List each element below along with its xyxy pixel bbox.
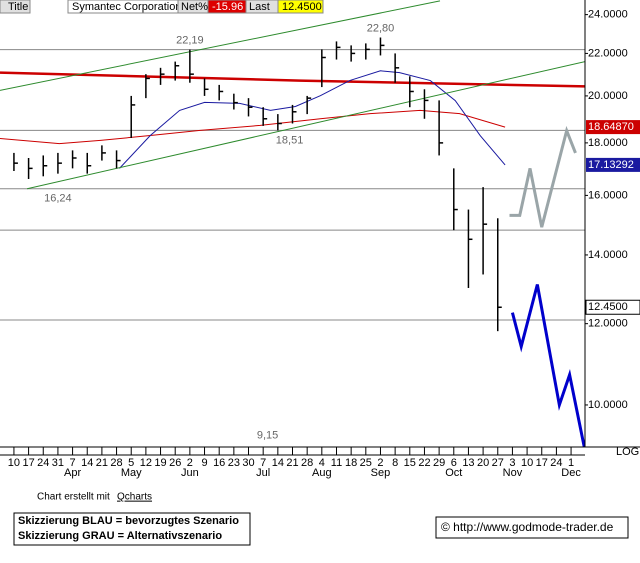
url-box [435, 516, 629, 539]
x-tick-label: 24 [550, 457, 562, 469]
x-tick-label: 11 [331, 457, 342, 469]
x-tick-label: 7 [260, 457, 266, 469]
header-title: Title [8, 1, 28, 13]
y-tick-label: 18.0000 [588, 137, 628, 149]
x-tick-label: 10 [521, 457, 533, 469]
x-tick-label: 10 [8, 457, 20, 469]
x-tick-label: 29 [433, 457, 445, 469]
x-tick-label: 20 [477, 457, 489, 469]
x-tick-label: 19 [154, 457, 166, 469]
x-tick-label: 4 [319, 457, 325, 469]
credit: Chart erstellt mit [37, 492, 110, 503]
annotation: 18,51 [276, 134, 304, 146]
header-last-value: 12.4500 [282, 1, 322, 13]
header-title-box [0, 0, 31, 14]
last-close-label: 12.4500 [588, 301, 628, 313]
annotation: 22,19 [176, 34, 204, 46]
x-tick-label: 28 [110, 457, 122, 469]
month-label: Apr [64, 467, 81, 479]
x-tick-label: 31 [52, 457, 64, 469]
end-label-box [586, 120, 640, 135]
legend-gray: Skizzierung GRAU = Alternativszenario [18, 530, 222, 542]
x-tick-label: 2 [377, 457, 383, 469]
x-tick-label: 21 [96, 457, 108, 469]
line [27, 61, 585, 190]
x-tick-label: 15 [404, 457, 416, 469]
y-tick-label: 22.0000 [588, 47, 628, 59]
month-label: Nov [503, 467, 523, 479]
y-tick-label: 24.0000 [588, 9, 628, 21]
header-net-label: Net% [181, 1, 208, 13]
line [0, 71, 585, 88]
month-label: Sep [371, 467, 391, 479]
month-label: Aug [312, 467, 332, 479]
line [0, 109, 506, 145]
end-label: 17.13292 [588, 159, 634, 171]
y-tick-label: 16.0000 [588, 189, 628, 201]
annotation: 9,15 [257, 429, 278, 441]
x-tick-label: 21 [286, 457, 298, 469]
annotation: 16,24 [44, 193, 72, 205]
legend-box [13, 512, 251, 546]
last-close-box [585, 299, 640, 315]
x-tick-label: 17 [536, 457, 548, 469]
header-net-value: -15.96 [212, 1, 243, 13]
month-label: Jun [181, 467, 199, 479]
x-tick-label: 28 [301, 457, 313, 469]
x-tick-label: 30 [242, 457, 254, 469]
x-tick-label: 17 [22, 457, 34, 469]
x-tick-label: 6 [451, 457, 457, 469]
x-tick-label: 8 [392, 457, 398, 469]
legend-blue: Skizzierung BLAU = bevorzugtes Szenario [18, 515, 239, 527]
x-tick-label: 7 [70, 457, 76, 469]
line [0, 0, 441, 91]
x-tick-label: 5 [128, 457, 134, 469]
end-label: 18.64870 [588, 121, 634, 133]
annotation: 22,80 [367, 22, 395, 34]
credit-tool[interactable]: Qcharts [117, 492, 152, 503]
y-tick-label: 20.0000 [588, 90, 628, 102]
line [509, 125, 577, 228]
x-tick-label: 26 [169, 457, 181, 469]
x-tick-label: 18 [345, 457, 357, 469]
x-tick-label: 22 [418, 457, 430, 469]
x-tick-label: 1 [568, 457, 574, 469]
header-last-label: Last [249, 1, 270, 13]
x-tick-label: 24 [37, 457, 49, 469]
month-label: May [121, 467, 142, 479]
scale-label: LOG [616, 446, 639, 458]
month-label: Jul [256, 467, 270, 479]
url[interactable]: © http://www.godmode-trader.de [441, 520, 614, 534]
x-tick-label: 12 [140, 457, 152, 469]
month-label: Oct [445, 467, 462, 479]
month-label: Dec [561, 467, 581, 479]
x-tick-label: 9 [201, 457, 207, 469]
y-tick-label: 14.0000 [588, 249, 628, 261]
x-tick-label: 13 [462, 457, 474, 469]
x-tick-label: 14 [81, 457, 93, 469]
x-tick-label: 14 [272, 457, 284, 469]
x-tick-label: 3 [509, 457, 515, 469]
y-tick-label: 10.0000 [588, 399, 628, 411]
end-label-box [586, 157, 640, 172]
line [119, 70, 506, 169]
line [510, 284, 585, 447]
y-tick-label: 12.0000 [588, 318, 628, 330]
x-tick-label: 23 [228, 457, 240, 469]
x-tick-label: 27 [492, 457, 504, 469]
header-name: Symantec Corporation [72, 1, 181, 13]
header-last-value-box [277, 0, 324, 14]
x-tick-label: 25 [360, 457, 372, 469]
x-tick-label: 16 [213, 457, 225, 469]
x-tick-label: 2 [187, 457, 193, 469]
plot-area [0, 0, 585, 447]
